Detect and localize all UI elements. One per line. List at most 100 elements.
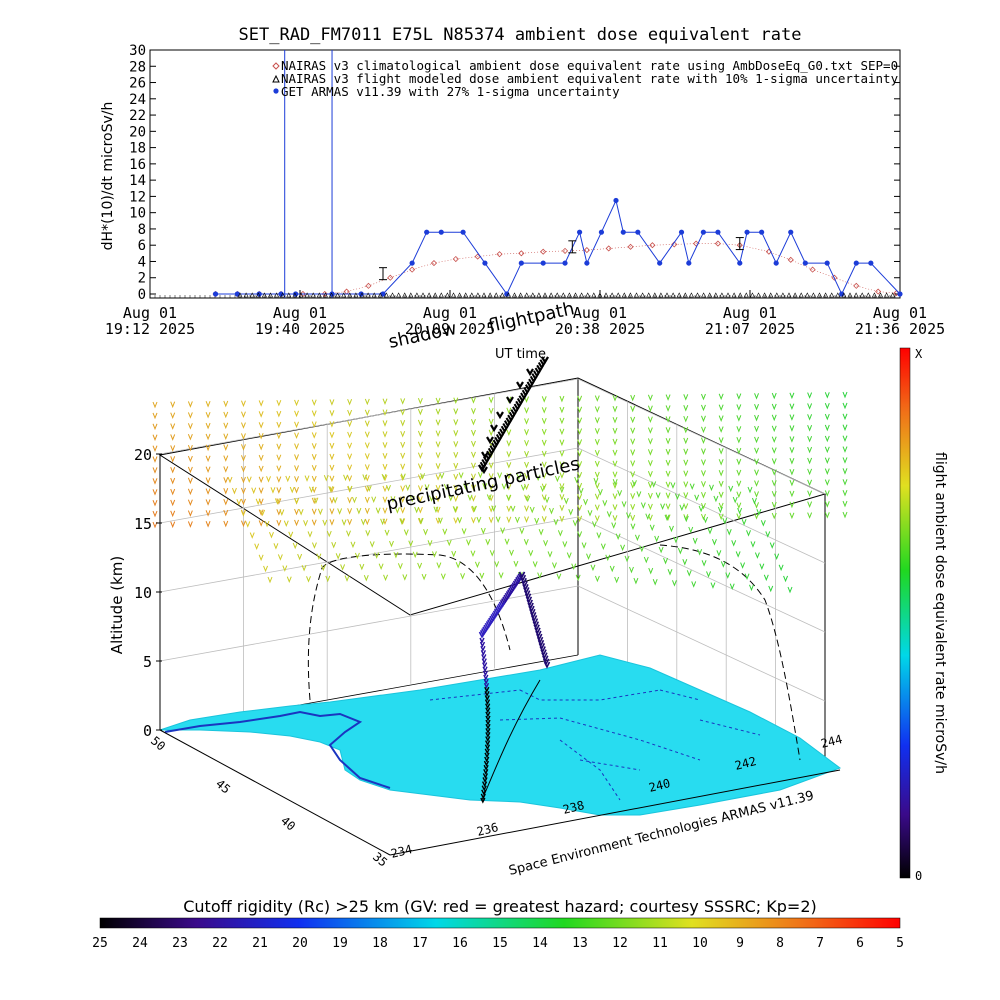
particle-marker <box>626 512 631 519</box>
particle-marker <box>689 483 695 491</box>
particle-marker <box>329 475 335 483</box>
particle-marker <box>771 425 777 433</box>
particle-marker <box>648 567 654 575</box>
particle-marker <box>453 484 459 492</box>
armas-point <box>715 229 721 235</box>
particle-marker <box>590 564 596 572</box>
particle-marker <box>537 572 543 579</box>
particle-marker <box>152 401 158 409</box>
particle-marker <box>716 550 722 557</box>
legend-marker-armas <box>273 88 279 94</box>
particle-marker <box>763 574 769 582</box>
nairas-flight-marker <box>341 292 347 298</box>
particle-marker <box>594 504 600 512</box>
legend-item-nairas-clim: NAIRAS v3 climatological ambient dose eq… <box>281 58 898 73</box>
particle-marker <box>491 505 497 512</box>
flightpath-marker <box>481 781 488 788</box>
particle-marker <box>700 513 706 521</box>
particle-marker <box>647 405 653 413</box>
y-tick-label: 12 <box>129 189 146 205</box>
particle-marker <box>700 481 706 488</box>
particle-marker <box>223 477 229 484</box>
particle-marker <box>630 523 636 531</box>
particle-marker <box>303 520 309 527</box>
particle-marker <box>520 484 526 492</box>
particle-marker <box>710 582 716 589</box>
timeseries-ylabel: dH*(10)/dt microSv/h <box>100 102 116 251</box>
particle-marker <box>754 502 760 509</box>
particle-marker <box>294 465 300 472</box>
particle-marker <box>700 448 706 455</box>
particle-marker <box>240 411 246 418</box>
particle-marker <box>807 425 813 432</box>
particle-marker <box>170 456 176 463</box>
particle-marker <box>245 521 251 528</box>
particle-marker <box>417 485 423 492</box>
particle-marker <box>433 506 439 513</box>
particle-marker <box>384 529 390 537</box>
particle-marker <box>329 431 335 439</box>
coastline <box>164 710 391 789</box>
armas-point <box>868 260 874 266</box>
particle-marker <box>559 428 565 436</box>
particle-marker <box>152 489 158 496</box>
particle-marker <box>612 504 618 511</box>
particle-marker <box>612 493 618 500</box>
particle-marker <box>294 443 300 450</box>
particle-marker <box>279 509 285 516</box>
particle-marker <box>417 463 423 470</box>
nairas-clim-point <box>496 251 503 258</box>
particle-marker <box>446 539 452 547</box>
particle-marker <box>286 576 292 583</box>
particle-marker <box>294 487 300 494</box>
nairas-flight-marker <box>268 292 273 298</box>
cutoff-tick-label: 11 <box>652 936 668 951</box>
nairas-flight-marker <box>762 292 768 298</box>
y-tick-label: 22 <box>129 108 146 124</box>
nairas-flight-marker <box>481 292 487 298</box>
nairas-clim-point <box>430 260 438 267</box>
particle-marker <box>506 429 512 436</box>
particle-marker <box>549 507 554 515</box>
nairas-flight-marker <box>347 292 353 298</box>
particle-marker <box>223 520 229 528</box>
grid-line <box>159 516 579 593</box>
particle-marker <box>323 474 329 482</box>
nairas-flight-marker <box>383 292 389 298</box>
particle-marker <box>746 530 751 537</box>
particle-marker <box>771 458 777 465</box>
nairas-flight-marker <box>756 292 761 298</box>
particle-marker <box>506 407 512 415</box>
nairas-clim-point <box>561 247 569 254</box>
particle-marker <box>709 484 714 492</box>
particle-marker <box>364 409 370 417</box>
particle-marker <box>389 540 394 548</box>
particle-marker <box>612 427 618 435</box>
particle-marker <box>707 527 713 535</box>
flightpath-marker <box>526 368 534 377</box>
nairas-clim-point <box>875 288 882 295</box>
particle-marker <box>431 551 437 558</box>
nairas-flight-marker <box>335 292 341 298</box>
particle-marker <box>683 481 689 488</box>
particle-marker <box>594 460 600 468</box>
particle-marker <box>320 564 326 572</box>
armas-point <box>482 260 488 266</box>
particle-marker <box>482 483 488 490</box>
particle-marker <box>223 444 229 451</box>
particle-marker <box>683 448 689 456</box>
particle-marker <box>364 518 370 526</box>
particle-marker <box>824 392 830 399</box>
flightpath-marker <box>484 695 490 702</box>
particle-marker <box>471 505 477 513</box>
dose-colorbar: X 0 flight ambient dose equivalent rate … <box>899 347 948 883</box>
particle-marker <box>754 425 760 433</box>
nairas-flight-marker <box>688 292 694 298</box>
particle-marker <box>596 532 602 539</box>
flightpath-marker <box>484 691 490 697</box>
particle-marker <box>340 564 346 571</box>
flightpath-marker <box>485 732 491 738</box>
particle-marker <box>329 410 335 417</box>
particle-marker <box>524 450 530 458</box>
particle-marker <box>329 464 335 472</box>
